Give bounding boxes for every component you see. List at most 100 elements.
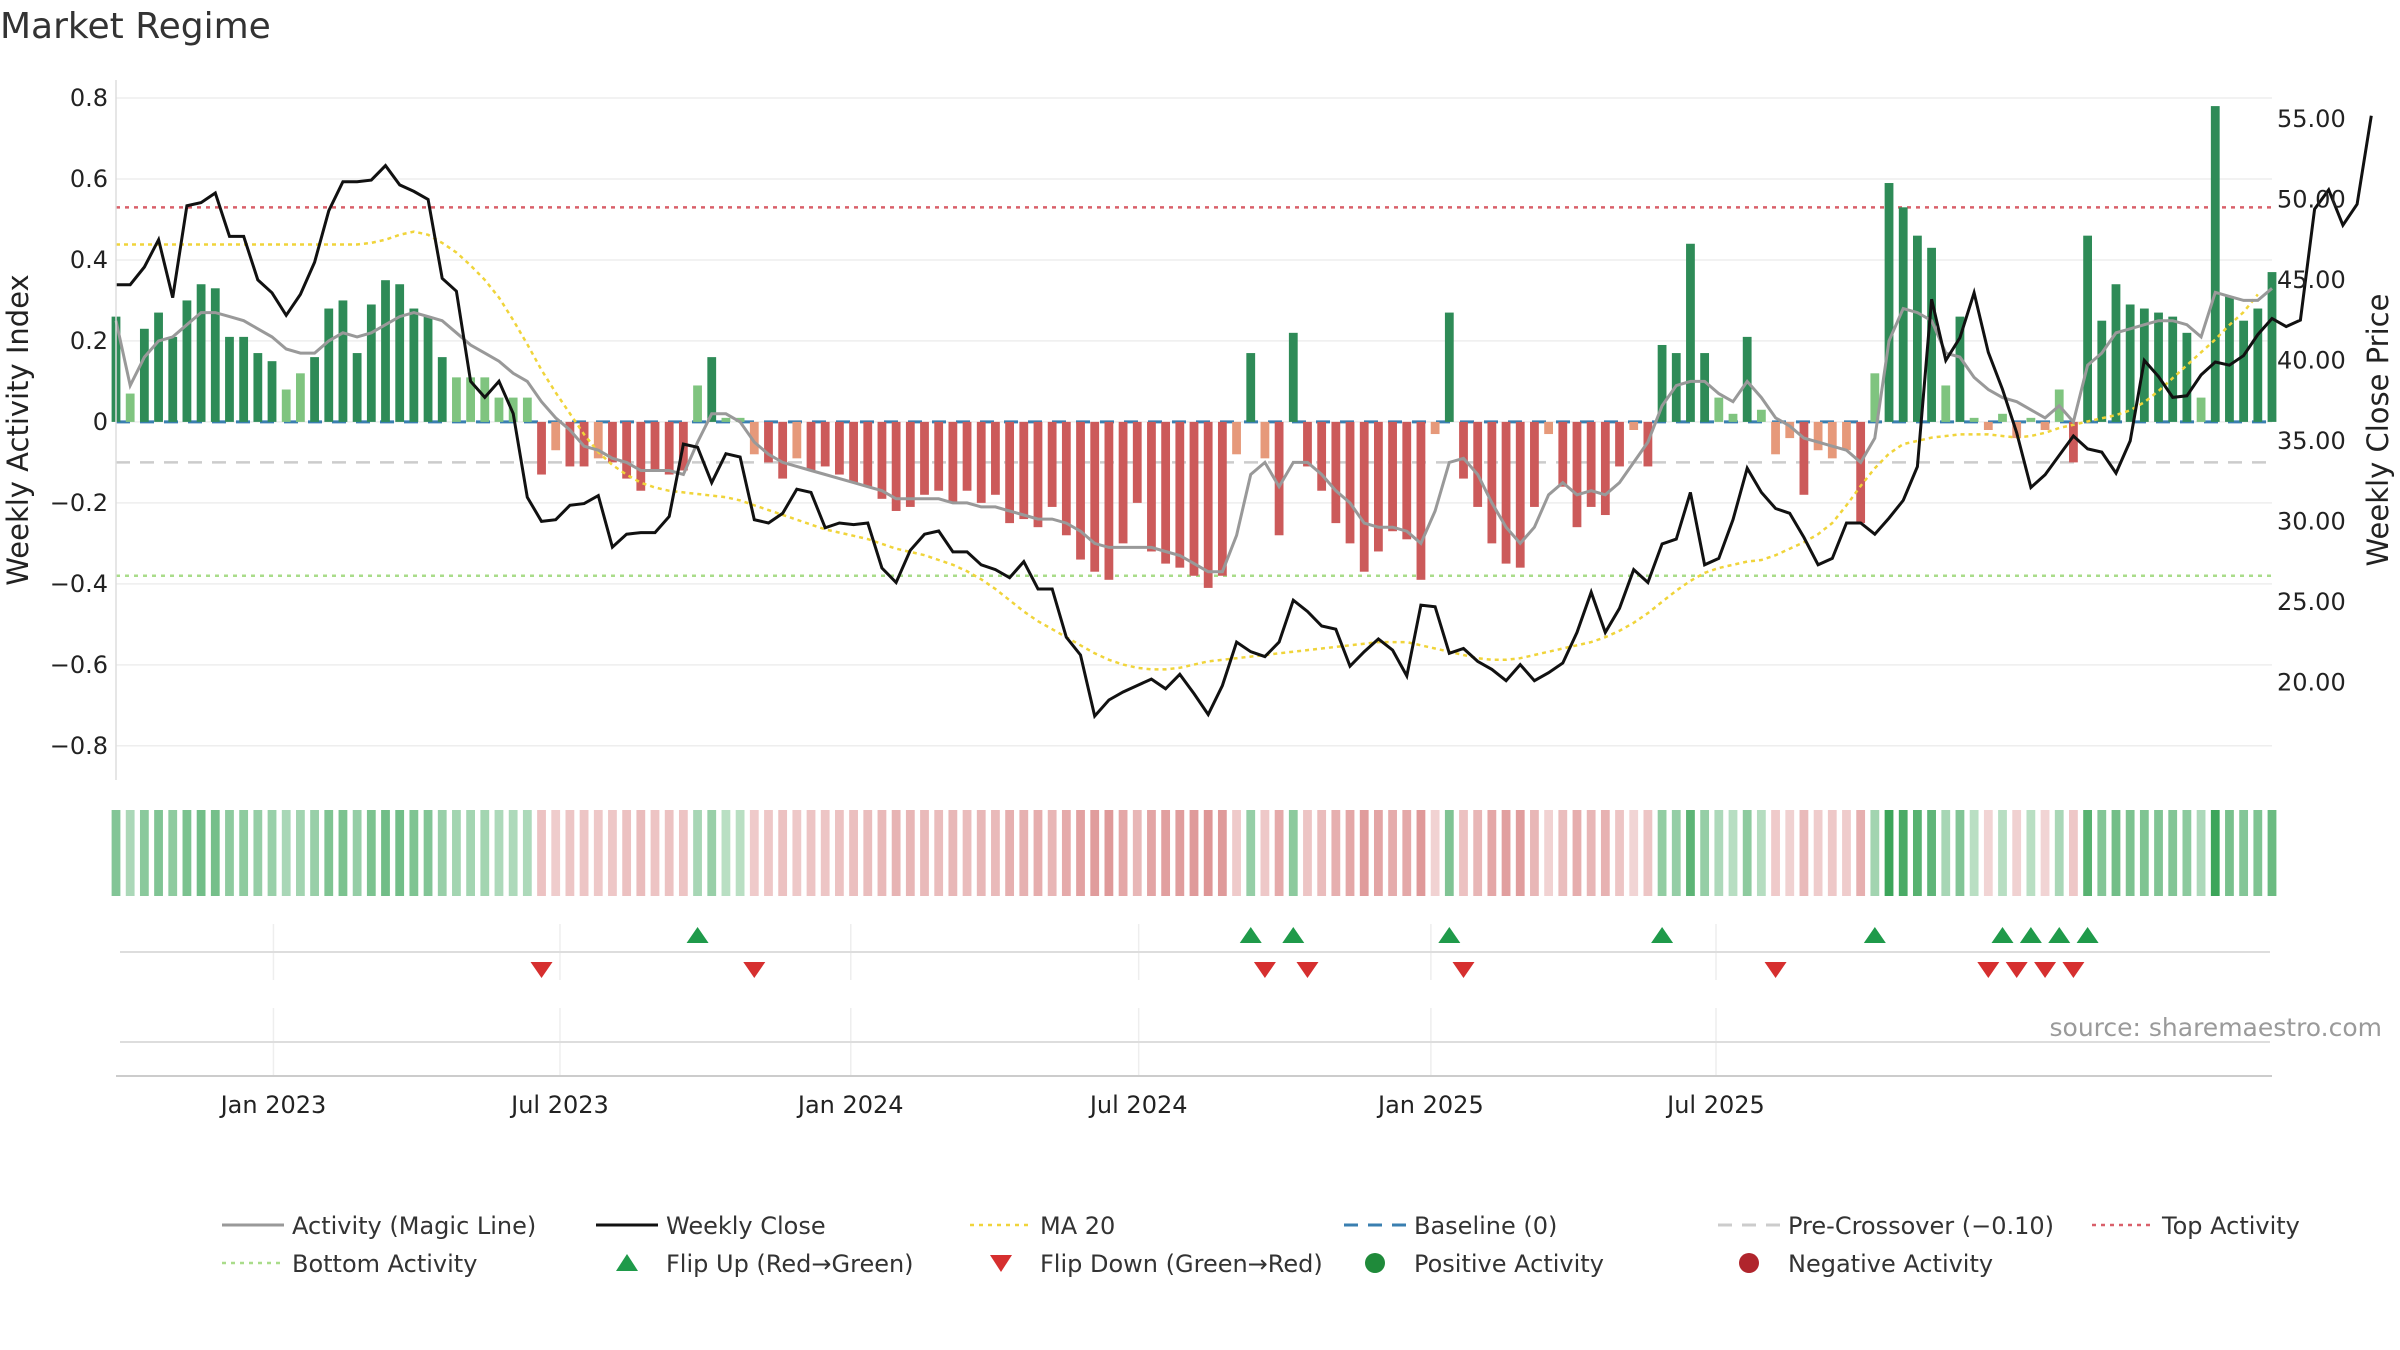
regime-strip-cell [508, 810, 518, 896]
activity-bar [1274, 421, 1284, 536]
activity-bar [366, 304, 376, 422]
regime-strip-cell [1132, 810, 1142, 896]
activity-bar [1147, 421, 1156, 552]
regime-strip-cell [2196, 810, 2206, 896]
regime-strip-cell [239, 810, 249, 896]
regime-strip-cell [225, 810, 234, 896]
regime-strip-cell [834, 810, 844, 896]
legend-label: Flip Up (Red→Green) [666, 1250, 914, 1278]
regime-strip-cell [1487, 810, 1497, 896]
activity-bar [1189, 421, 1199, 576]
regime-strip-cell [1941, 810, 1951, 896]
activity-bar [1756, 409, 1766, 422]
activity-bar [2154, 312, 2163, 422]
regime-strip-cell [210, 810, 220, 896]
regime-strip-cell [2083, 810, 2093, 896]
legend-swatch [1739, 1253, 1759, 1273]
regime-strip-cell [338, 810, 348, 896]
flip-markers [530, 927, 2099, 978]
regime-strip-cell [1714, 810, 1724, 896]
activity-bar [1998, 413, 2007, 422]
activity-bar [395, 284, 405, 422]
regime-strip-cell [778, 810, 788, 896]
regime-strip-cell [1615, 810, 1624, 896]
activity-bar [1813, 421, 1823, 451]
regime-strip-cell [2125, 810, 2135, 896]
regime-strip-cell [1728, 810, 1738, 896]
regime-strip-cell [2139, 810, 2149, 896]
regime-strip-cell [1771, 810, 1780, 896]
regime-strip-cell [1005, 810, 1015, 896]
activity-bar [452, 377, 461, 422]
activity-bar [2182, 332, 2192, 422]
regime-strip-cell [948, 810, 958, 896]
activity-bar [1714, 397, 1724, 422]
activity-bar [125, 393, 135, 422]
legend-label: Bottom Activity [292, 1250, 477, 1278]
activity-bar [1586, 421, 1596, 507]
regime-strip-cell [196, 810, 206, 896]
regime-strip-cell [749, 810, 759, 896]
activity-bar [338, 300, 348, 422]
activity-bar [1686, 243, 1695, 422]
activity-bar [1700, 353, 1710, 422]
regime-strip-cell [1884, 810, 1894, 896]
flip-down-marker [1452, 962, 1475, 978]
activity-bar [1728, 413, 1738, 422]
activity-bar [494, 397, 504, 422]
regime-strip-cell [1827, 810, 1837, 896]
series-lines [114, 115, 2373, 720]
activity-bar [281, 389, 291, 422]
source-credit: source: sharemaestro.com [2049, 1013, 2383, 1042]
activity-bar [551, 421, 561, 451]
regime-strip-cell [2168, 810, 2178, 896]
activity-bar [225, 336, 234, 422]
chart-title: Market Regime [0, 6, 271, 47]
regime-strip-cell [1118, 810, 1128, 896]
activity-bar [1303, 421, 1312, 467]
regime-strip-cell [1756, 810, 1766, 896]
regime-strip-cell [579, 810, 589, 896]
legend-label: Positive Activity [1414, 1250, 1604, 1278]
regime-strip-cell [182, 810, 192, 896]
legend-item: Negative Activity [1739, 1250, 1993, 1278]
legend-label: MA 20 [1040, 1212, 1115, 1240]
activity-bar [1317, 421, 1327, 491]
flip-down-marker [1253, 962, 1276, 978]
flip-down-marker [530, 962, 553, 978]
legend-label: Flip Down (Green→Red) [1040, 1250, 1323, 1278]
activity-bar [650, 421, 660, 471]
activity-bar [1941, 385, 1951, 422]
regime-strip-cell [1572, 810, 1582, 896]
regime-strip-cell [991, 810, 1000, 896]
regime-strip-cell [721, 810, 731, 896]
regime-strip-cell [1671, 810, 1681, 896]
activity-bar [437, 357, 447, 422]
flip-up-marker [1991, 927, 2014, 943]
regime-strip-cell [1657, 810, 1667, 896]
activity-bar [2111, 284, 2121, 422]
y-right-tick-label: 35.00 [2277, 427, 2346, 455]
activity-bar [764, 421, 773, 463]
regime-strip-cell [111, 810, 121, 896]
regime-strip-cell [1246, 810, 1256, 896]
weekly-close-line [116, 115, 2373, 720]
activity-bar [849, 421, 858, 483]
activity-bar [1047, 421, 1057, 507]
regime-strip-cell [381, 810, 390, 896]
regime-strip-cell [310, 810, 319, 896]
regime-strip-cell [1955, 810, 1965, 896]
regime-strip-cell [593, 810, 603, 896]
regime-strip-cell [1232, 810, 1241, 896]
regime-strip-cell [863, 810, 873, 896]
regime-strip-cell [636, 810, 646, 896]
activity-bar [948, 421, 958, 503]
regime-strip-cell [2154, 810, 2163, 896]
activity-bar [1827, 421, 1837, 459]
regime-strip-cell [1104, 810, 1114, 896]
regime-strip-cell [1288, 810, 1298, 896]
activity-bar [934, 421, 944, 491]
regime-strip-cell [2182, 810, 2192, 896]
y-left-tick-label: 0 [93, 408, 108, 436]
activity-bar [749, 421, 759, 455]
